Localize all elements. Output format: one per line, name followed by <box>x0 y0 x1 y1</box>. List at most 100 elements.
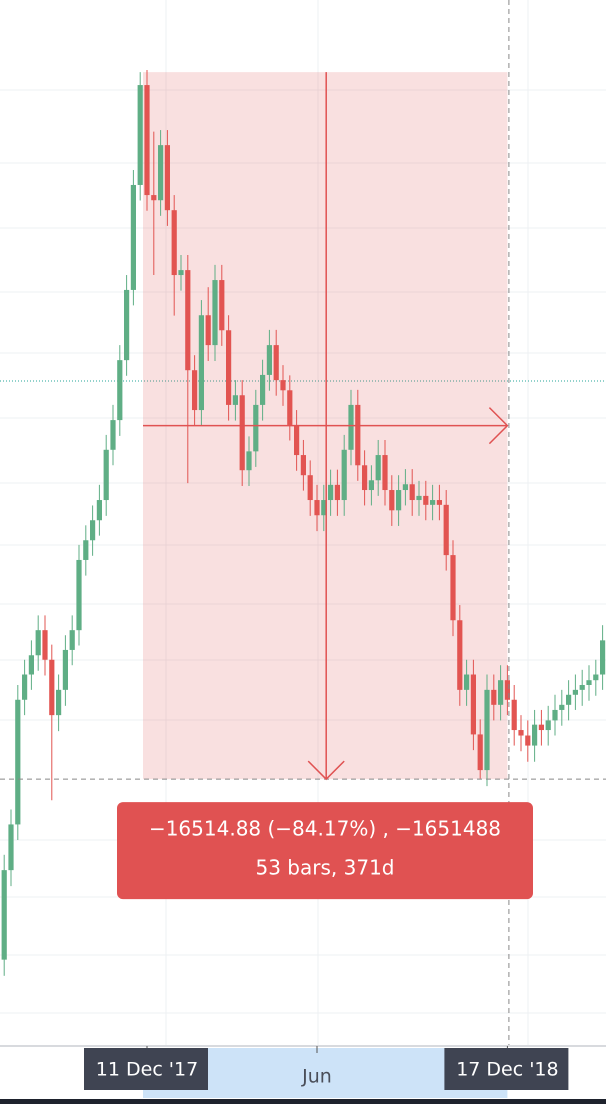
candle-body <box>246 451 252 471</box>
candle-body <box>511 699 517 731</box>
candle-body <box>362 465 368 491</box>
candle-body <box>368 480 374 491</box>
candle-body <box>62 649 68 690</box>
candle-body <box>178 270 184 276</box>
candle-body <box>355 404 361 466</box>
candle-body <box>341 449 347 501</box>
bottom-bar <box>0 1099 606 1104</box>
x-tick-label: 11 Dec '17 <box>96 1059 198 1081</box>
candle-body <box>49 659 55 716</box>
candle-body <box>477 734 483 771</box>
candle-body <box>90 520 96 541</box>
candle-body <box>171 210 177 276</box>
candle-body <box>375 455 381 481</box>
candle-body <box>294 424 300 456</box>
candle-body <box>164 145 170 211</box>
candle-body <box>137 85 143 185</box>
candle-body <box>158 145 164 201</box>
x-tick-badge <box>444 1048 569 1090</box>
candle-body <box>491 689 497 705</box>
candle-body <box>219 280 225 331</box>
candle-body <box>260 374 266 405</box>
candle-body <box>212 280 218 346</box>
candle-body <box>266 345 272 375</box>
candle-body <box>42 630 48 660</box>
candle-body <box>552 709 558 721</box>
candle-body <box>586 680 592 685</box>
candle-body <box>525 735 531 746</box>
candle-body <box>185 270 191 371</box>
candle-body <box>532 724 538 746</box>
candle-body <box>76 559 82 631</box>
candle-body <box>484 689 490 771</box>
candle-body <box>382 455 388 491</box>
x-tick-badge <box>84 1048 208 1090</box>
measure-arrow-head <box>307 760 345 781</box>
candle-body <box>28 655 34 675</box>
candle-body <box>538 724 544 731</box>
candle-body <box>348 404 354 450</box>
candle-body <box>56 689 62 716</box>
candle-body <box>572 689 578 695</box>
candle-body <box>559 704 565 710</box>
candle-body <box>151 195 157 201</box>
candle-body <box>470 674 476 735</box>
candle-body <box>287 390 293 425</box>
candle-body <box>328 484 334 501</box>
candles <box>1 69 606 976</box>
candle-body <box>430 500 436 505</box>
candle-body <box>416 495 422 501</box>
candle-body <box>103 449 109 501</box>
candle-body <box>117 360 123 421</box>
candle-body <box>566 694 572 705</box>
candle-body <box>144 85 150 196</box>
candle-body <box>409 484 415 501</box>
candle-body <box>457 620 463 690</box>
candle-body <box>402 484 408 491</box>
candle-body <box>130 184 136 290</box>
candle-body <box>396 490 402 511</box>
measure-label-box <box>117 802 533 900</box>
candle-body <box>450 555 456 621</box>
candle-body <box>35 630 41 656</box>
candle-body <box>545 720 551 731</box>
candle-body <box>579 684 585 690</box>
candle-body <box>110 420 116 450</box>
candle-body <box>96 500 102 521</box>
candle-body <box>300 455 306 476</box>
candle-body <box>273 345 279 381</box>
candle-body <box>192 370 198 411</box>
candle-body <box>226 330 232 405</box>
candle-body <box>423 495 429 505</box>
candle-body <box>15 699 21 825</box>
candle-body <box>239 395 245 471</box>
measure-label: 53 bars, 371d <box>256 856 395 880</box>
candle-body <box>314 500 320 516</box>
candle-body <box>8 824 14 871</box>
candle-body <box>321 500 327 516</box>
candle-body <box>334 484 340 501</box>
candle-body <box>280 380 286 391</box>
candle-body <box>124 289 130 361</box>
measure-label: −16514.88 (−84.17%) , −1651488 <box>149 817 501 841</box>
candle-body <box>1 870 7 960</box>
candle-body <box>198 315 204 411</box>
candle-body <box>69 630 75 650</box>
candle-body <box>22 674 28 700</box>
candle-body <box>600 640 606 675</box>
candle-body <box>504 680 510 700</box>
candle-body <box>205 315 211 346</box>
candle-body <box>518 730 524 736</box>
candle-body <box>464 674 470 690</box>
candle-body <box>389 490 395 511</box>
x-tick-label: Jun <box>301 1066 332 1088</box>
measure-arrow-head <box>488 407 509 445</box>
candle-body <box>83 540 89 560</box>
candle-body <box>307 475 313 501</box>
x-tick-label: 17 Dec '18 <box>456 1059 558 1081</box>
candle-body <box>253 404 259 452</box>
candle-body <box>232 395 238 405</box>
